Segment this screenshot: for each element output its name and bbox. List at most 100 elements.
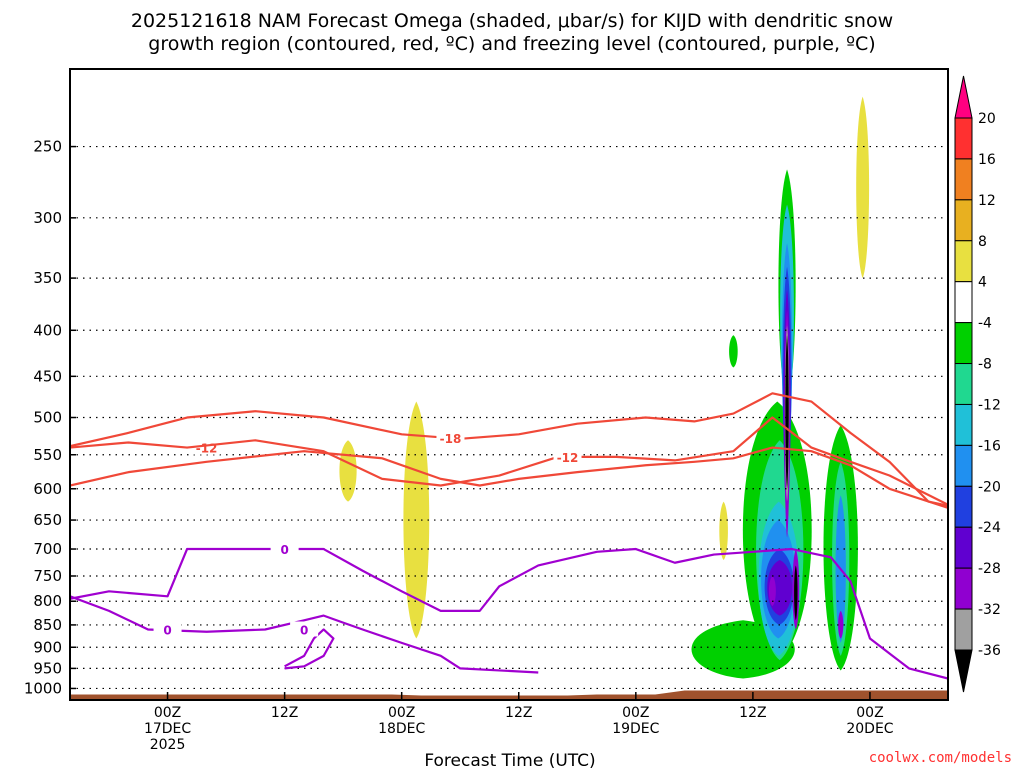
ytick-label-450: 450 (33, 367, 62, 385)
colorbar-label-0: 20 (978, 111, 996, 127)
ground-fill (70, 690, 948, 700)
colorbar-label-9: -20 (978, 479, 1001, 495)
ytick-label-750: 750 (33, 567, 62, 585)
ytick-label-250: 250 (33, 138, 62, 156)
ytick-label-950: 950 (33, 659, 62, 677)
colorbar-segment-3 (954, 240, 973, 283)
title-line-2: growth region (contoured, red, ºC) and f… (148, 33, 875, 55)
ytick-label-1000: 1000 (24, 679, 62, 697)
omega-region-3 (490, 176, 504, 326)
freezing-level-small-label-bg (290, 621, 319, 637)
chart-title: 2025121618 NAM Forecast Omega (shaded, μ… (131, 10, 893, 55)
dgz-minus18-label: -18 (440, 432, 462, 446)
colorbar-label-4: 4 (978, 275, 987, 291)
colorbar-segment-7 (954, 403, 973, 446)
xtick-label-6-0: 00Z (154, 705, 181, 721)
pressure-gridlines (70, 145, 948, 690)
colorbar-segment-2 (954, 199, 973, 242)
dgz-minus12-lower-label-bg (192, 439, 221, 455)
omega-region-2 (466, 224, 493, 321)
omega-region-31 (838, 610, 844, 639)
xtick-label-54-0: 00Z (622, 705, 649, 721)
colorbar-label-1: 16 (978, 152, 996, 168)
omega-region-5 (403, 401, 430, 639)
dgz-minus12-upper-label: -12 (557, 451, 579, 465)
xtick-label-66-0: 12Z (739, 705, 766, 721)
colorbar-segment-4 (954, 281, 973, 324)
freezing-level-small-label: 0 (300, 623, 308, 637)
dgz-minus12-upper-label-bg (553, 448, 582, 464)
colorbar-label-2: 12 (978, 193, 996, 209)
omega-region-11 (915, 543, 946, 611)
colorbar-segment-1 (954, 158, 973, 201)
plot-frame (69, 68, 949, 701)
ytick-label-900: 900 (33, 638, 62, 656)
colorbar-segment-5 (954, 322, 973, 365)
freezing-level-lower-label-bg (153, 621, 182, 637)
colorbar-label-3: 8 (978, 234, 987, 250)
colorbar-label-6: -8 (978, 357, 992, 373)
xtick-label-54-1: 19DEC (612, 721, 659, 737)
credit-text: coolwx.com/models (869, 750, 1012, 766)
omega-region-14 (729, 335, 738, 368)
omega-region-9 (845, 78, 910, 550)
ytick-label-850: 850 (33, 616, 62, 634)
omega-colorbar: 20 16 12 8 4 -4 -8 -12 -16 -20 -24 -28 -32 -36 (954, 75, 1001, 693)
ytick-label-550: 550 (33, 446, 62, 464)
ground-terrain (70, 690, 948, 700)
freezing-level-lower-label: 0 (163, 623, 171, 637)
omega-region-10 (856, 96, 870, 279)
xtick-label-30-1: 18DEC (378, 721, 425, 737)
y-axis-pressure-ticks: 250 300 350 400 450 500 550 600 650 700 750 800 850 9… (24, 138, 76, 697)
dgz-minus18 (70, 392, 948, 507)
freezing-level-small (284, 628, 335, 670)
ytick-label-600: 600 (33, 480, 62, 498)
xtick-label-6-2: 2025 (150, 737, 186, 753)
xtick-label-42-0: 12Z (505, 705, 532, 721)
colorbar-label-7: -12 (978, 397, 1001, 413)
colorbar-segment-9 (954, 485, 973, 528)
omega-region-35 (794, 565, 798, 621)
colorbar-bottom-arrow (954, 649, 973, 693)
xtick-label-78-1: 20DEC (846, 721, 893, 737)
colorbar-top-arrow (954, 75, 973, 119)
title-line-1: 2025121618 NAM Forecast Omega (shaded, μ… (131, 10, 893, 32)
ytick-label-800: 800 (33, 592, 62, 610)
colorbar-label-8: -16 (978, 438, 1001, 454)
dgz-minus12-upper (70, 416, 948, 506)
xtick-label-6-1: 17DEC (144, 721, 191, 737)
ytick-label-350: 350 (33, 269, 62, 287)
omega-region-4 (514, 305, 526, 359)
colorbar-segment-10 (954, 526, 973, 569)
omega-region-33 (785, 335, 789, 489)
dgz-minus12-lower (70, 446, 948, 509)
colorbar-segment-6 (954, 363, 973, 405)
freezing-level-main-label: 0 (280, 543, 288, 557)
colorbar-label-10: -24 (978, 520, 1001, 536)
ytick-label-700: 700 (33, 540, 62, 558)
omega-region-12 (890, 610, 913, 654)
colorbar-label-13: -36 (978, 643, 1001, 659)
colorbar-segment-12 (954, 608, 973, 651)
x-axis-title: Forecast Time (UTC) (424, 751, 595, 768)
omega-region-29 (768, 575, 776, 607)
colorbar-segment-0 (954, 117, 973, 160)
ytick-label-500: 500 (33, 409, 62, 427)
colorbar-segment-8 (954, 444, 973, 487)
colorbar-label-12: -32 (978, 602, 1001, 618)
ytick-label-300: 300 (33, 209, 62, 227)
colorbar-label-5: -4 (978, 316, 992, 332)
omega-region-8 (719, 501, 728, 561)
freezing-level-main (70, 547, 948, 680)
colorbar-segment-11 (954, 567, 973, 610)
xtick-label-78-0: 00Z (856, 705, 883, 721)
omega-region-0 (314, 330, 392, 661)
ytick-label-650: 650 (33, 511, 62, 529)
ytick-label-400: 400 (33, 321, 62, 339)
xtick-label-18-0: 12Z (271, 705, 298, 721)
xtick-label-30-0: 00Z (388, 705, 415, 721)
freezing-level-main-label-bg (270, 541, 299, 557)
omega-shading (314, 78, 946, 679)
